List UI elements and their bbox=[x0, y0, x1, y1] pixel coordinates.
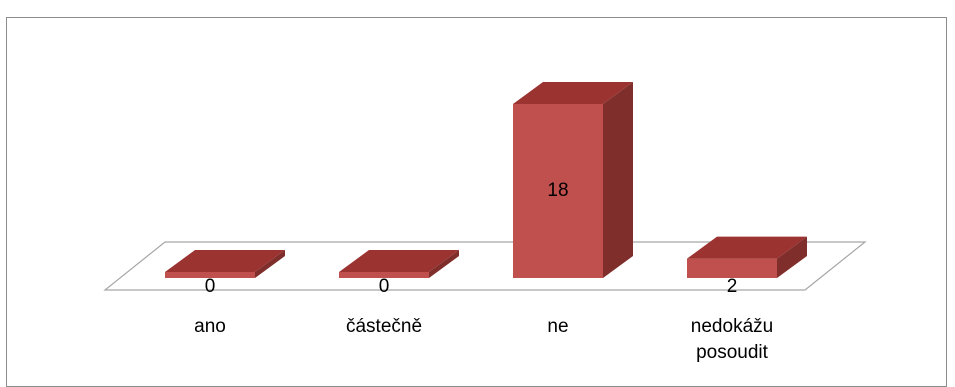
chart-floor bbox=[103, 241, 867, 291]
data-label-1: 0 bbox=[379, 276, 390, 297]
data-label-0: 0 bbox=[205, 276, 216, 297]
bar-front-2 bbox=[513, 104, 603, 278]
data-label-3: 2 bbox=[727, 276, 738, 297]
category-label-3-0: nedokážu bbox=[691, 316, 773, 337]
bar-side-0 bbox=[255, 250, 285, 278]
bar-top-0 bbox=[165, 250, 285, 272]
bar-front-0 bbox=[165, 272, 255, 278]
category-label-3-1: posoudit bbox=[696, 342, 769, 363]
bar-front-3 bbox=[687, 258, 777, 278]
bar-top-2 bbox=[513, 82, 633, 104]
category-label-0: ano bbox=[194, 316, 226, 337]
bar-top-1 bbox=[339, 250, 459, 272]
chart-frame bbox=[6, 17, 947, 387]
data-label-2: 18 bbox=[547, 180, 568, 201]
bar-side-2 bbox=[603, 82, 633, 278]
bar-top-3 bbox=[687, 236, 807, 259]
category-label-2: ne bbox=[547, 316, 568, 337]
bars-group bbox=[165, 82, 807, 278]
bar-side-3 bbox=[777, 236, 807, 278]
labels-group: 0 ano 0 částečně 18 ne 2 nedokážu posoudit bbox=[194, 180, 773, 363]
bar-side-1 bbox=[429, 250, 459, 278]
bar-front-1 bbox=[339, 272, 429, 278]
category-label-1: částečně bbox=[346, 316, 422, 337]
